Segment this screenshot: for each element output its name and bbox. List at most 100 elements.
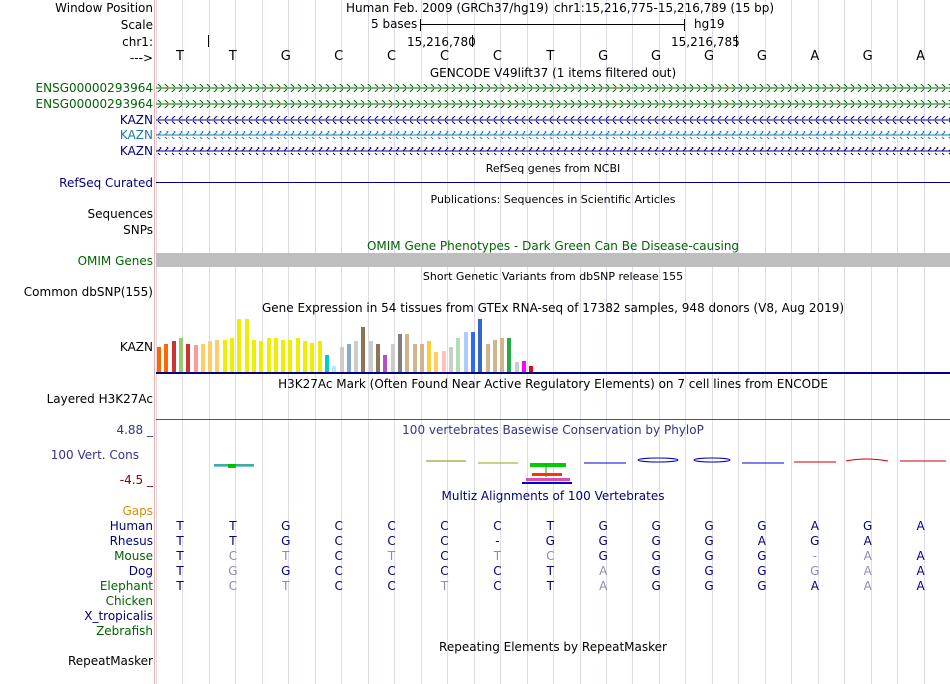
gtex-bar[interactable]: [449, 347, 453, 372]
gtex-bar[interactable]: [339, 347, 344, 372]
gtex-expression-chart[interactable]: [156, 316, 950, 372]
gtex-bar[interactable]: [412, 344, 417, 372]
gtex-bar[interactable]: [281, 340, 286, 372]
position-range[interactable]: chr1:15,216,775-15,216,789 (15 bp): [554, 1, 775, 15]
omim-label[interactable]: OMIM Genes: [77, 254, 153, 268]
gencode-label-5[interactable]: KAZN: [119, 144, 153, 158]
gtex-bar[interactable]: [324, 355, 329, 372]
gtex-bar[interactable]: [157, 347, 161, 372]
gencode-label-2[interactable]: ENSG00000293964: [35, 97, 153, 111]
gtex-bar[interactable]: [463, 332, 468, 372]
gtex-label[interactable]: KAZN: [119, 340, 153, 354]
gtex-bar[interactable]: [500, 338, 505, 372]
gtex-bar[interactable]: [492, 340, 497, 372]
gtex-bar[interactable]: [259, 341, 264, 372]
pubs-snps-label[interactable]: SNPs: [123, 223, 153, 237]
aligned-base: G: [228, 564, 238, 578]
gaps-label[interactable]: Gaps: [122, 504, 153, 518]
pubs-title[interactable]: Publications: Sequences in Scientific Ar…: [430, 193, 676, 206]
gtex-bar[interactable]: [434, 352, 439, 372]
gtex-bar[interactable]: [383, 355, 388, 372]
gtex-bar[interactable]: [427, 341, 432, 372]
species-label-rhesus[interactable]: Rhesus: [109, 534, 153, 548]
gtex-bar[interactable]: [273, 338, 278, 372]
gtex-bar[interactable]: [441, 351, 446, 372]
gtex-bar[interactable]: [215, 340, 220, 372]
gtex-bar[interactable]: [376, 344, 380, 372]
pubs-sequences-label[interactable]: Sequences: [87, 207, 153, 221]
gtex-bar[interactable]: [522, 361, 526, 372]
phylop-wiggle[interactable]: [156, 455, 950, 490]
species-label-dog[interactable]: Dog: [128, 564, 153, 578]
species-label-x_tropicalis[interactable]: X_tropicalis: [84, 609, 153, 623]
gencode-transcripts[interactable]: [156, 80, 950, 160]
repeatmasker-label[interactable]: RepeatMasker: [67, 654, 153, 668]
gtex-bar[interactable]: [222, 340, 227, 372]
refseq-title[interactable]: RefSeq genes from NCBI: [485, 162, 621, 175]
species-label-chicken[interactable]: Chicken: [105, 594, 153, 608]
gtex-bar[interactable]: [186, 344, 191, 372]
gtex-bar[interactable]: [193, 345, 198, 372]
refseq-label[interactable]: RefSeq Curated: [59, 176, 153, 190]
gencode-label-1[interactable]: ENSG00000293964: [35, 81, 153, 95]
gtex-bar[interactable]: [164, 344, 169, 372]
species-label-elephant[interactable]: Elephant: [99, 579, 153, 593]
gtex-bar[interactable]: [514, 362, 519, 372]
gtex-bar[interactable]: [397, 334, 402, 372]
dbsnp-label[interactable]: Common dbSNP(155): [23, 285, 153, 299]
gtex-bar[interactable]: [288, 340, 293, 372]
gtex-bar[interactable]: [208, 341, 213, 372]
gtex-bar[interactable]: [332, 366, 337, 372]
gtex-bar[interactable]: [478, 319, 483, 372]
gtex-bar[interactable]: [266, 338, 271, 372]
gtex-bar[interactable]: [310, 343, 315, 372]
gtex-bar[interactable]: [230, 338, 234, 372]
transcript-kazn-3[interactable]: [156, 147, 950, 155]
gencode-label-4[interactable]: KAZN: [119, 128, 153, 142]
aligned-base: G: [757, 564, 767, 578]
multiz-title[interactable]: Multiz Alignments of 100 Vertebrates: [441, 489, 665, 503]
gtex-bar[interactable]: [244, 319, 249, 372]
gtex-bar[interactable]: [361, 327, 366, 372]
gtex-bar[interactable]: [317, 341, 322, 372]
transcript-kazn-1[interactable]: [156, 116, 950, 124]
gtex-bar[interactable]: [405, 334, 410, 372]
gtex-bar[interactable]: [346, 344, 351, 372]
repeatmasker-title[interactable]: Repeating Elements by RepeatMasker: [439, 640, 667, 654]
gtex-bar[interactable]: [456, 338, 461, 372]
gtex-bar[interactable]: [171, 341, 176, 372]
gtex-bar[interactable]: [485, 344, 490, 372]
gtex-bar[interactable]: [200, 344, 205, 372]
gtex-bar[interactable]: [303, 341, 307, 372]
omim-gene-bar[interactable]: [156, 253, 950, 267]
gtex-bar[interactable]: [251, 340, 256, 372]
gtex-bar[interactable]: [529, 366, 534, 372]
grid-line: [367, 0, 369, 684]
phylop-title[interactable]: 100 vertebrates Basewise Conservation by…: [402, 423, 704, 437]
omim-title[interactable]: OMIM Gene Phenotypes - Dark Green Can Be…: [366, 239, 740, 253]
h3k27ac-title[interactable]: H3K27Ac Mark (Often Found Near Active Re…: [278, 377, 828, 391]
gtex-bar[interactable]: [368, 341, 373, 372]
gencode-title[interactable]: GENCODE V49lift37 (1 items filtered out): [429, 66, 677, 80]
species-label-human[interactable]: Human: [109, 519, 153, 533]
dbsnp-title[interactable]: Short Genetic Variants from dbSNP releas…: [422, 270, 684, 283]
transcript-kazn-2[interactable]: [156, 131, 950, 139]
phylop-label[interactable]: 100 Vert. Cons: [50, 448, 139, 462]
refseq-gene-line[interactable]: [156, 182, 950, 183]
gtex-bar[interactable]: [419, 344, 424, 372]
gtex-bar[interactable]: [237, 319, 242, 372]
gtex-bar[interactable]: [354, 341, 359, 372]
gtex-bar[interactable]: [178, 338, 183, 372]
transcript-ensg-1[interactable]: [156, 84, 950, 92]
coordinate-ruler: 15,216,780 15,216,785: [156, 33, 950, 49]
gtex-bar[interactable]: [470, 332, 475, 372]
gtex-bar[interactable]: [507, 338, 512, 372]
h3k27ac-label[interactable]: Layered H3K27Ac: [46, 392, 153, 406]
gtex-bar[interactable]: [295, 338, 300, 372]
species-label-zebrafish[interactable]: Zebrafish: [96, 624, 153, 638]
transcript-ensg-2[interactable]: [156, 100, 950, 108]
gencode-label-3[interactable]: KAZN: [119, 113, 153, 127]
gtex-bar[interactable]: [390, 344, 395, 372]
species-label-mouse[interactable]: Mouse: [114, 549, 153, 563]
gtex-title[interactable]: Gene Expression in 54 tissues from GTEx …: [261, 301, 845, 315]
